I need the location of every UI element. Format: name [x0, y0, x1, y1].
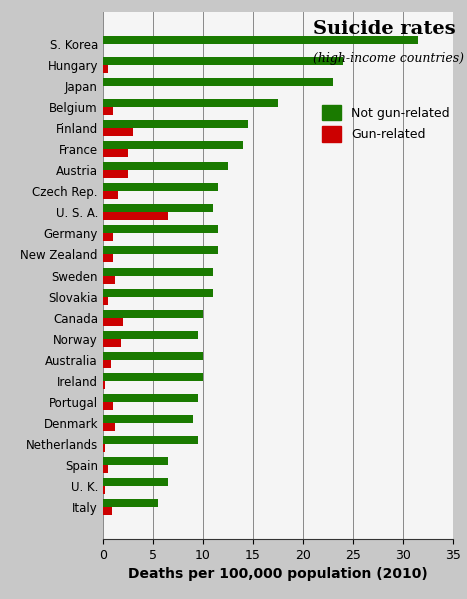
- Bar: [103, 204, 213, 213]
- Bar: [103, 507, 112, 515]
- Bar: [103, 478, 168, 486]
- Bar: [103, 141, 243, 149]
- Bar: [103, 352, 203, 360]
- Bar: [103, 373, 203, 381]
- Bar: [103, 246, 218, 255]
- Bar: [103, 36, 418, 44]
- Text: (high-income countries): (high-income countries): [313, 52, 464, 65]
- Bar: [103, 465, 108, 473]
- Bar: [103, 255, 113, 262]
- Bar: [103, 183, 218, 191]
- Bar: [103, 225, 218, 234]
- Bar: [103, 268, 213, 276]
- Bar: [103, 394, 198, 402]
- Bar: [103, 486, 105, 494]
- Bar: [103, 338, 121, 347]
- Bar: [103, 444, 105, 452]
- Bar: [103, 65, 108, 73]
- Bar: [103, 317, 123, 326]
- Bar: [103, 457, 168, 465]
- Bar: [103, 415, 193, 423]
- Bar: [103, 78, 333, 86]
- Bar: [103, 57, 343, 65]
- Bar: [103, 289, 213, 297]
- Bar: [103, 149, 128, 157]
- Bar: [103, 381, 105, 389]
- Legend: Not gun-related, Gun-related: Not gun-related, Gun-related: [318, 100, 455, 147]
- Bar: [103, 99, 278, 107]
- Bar: [103, 436, 198, 444]
- Bar: [103, 234, 113, 241]
- Bar: [103, 331, 198, 338]
- Bar: [103, 402, 113, 410]
- X-axis label: Deaths per 100,000 population (2010): Deaths per 100,000 population (2010): [128, 567, 428, 582]
- Bar: [103, 120, 248, 128]
- Bar: [103, 162, 228, 170]
- Bar: [103, 107, 113, 115]
- Bar: [103, 213, 168, 220]
- Bar: [103, 360, 111, 368]
- Bar: [103, 276, 115, 283]
- Bar: [103, 128, 133, 136]
- Bar: [103, 310, 203, 317]
- Bar: [103, 423, 115, 431]
- Bar: [103, 499, 158, 507]
- Bar: [103, 170, 128, 179]
- Bar: [103, 191, 118, 199]
- Text: Suicide rates: Suicide rates: [313, 20, 455, 38]
- Bar: [103, 297, 108, 305]
